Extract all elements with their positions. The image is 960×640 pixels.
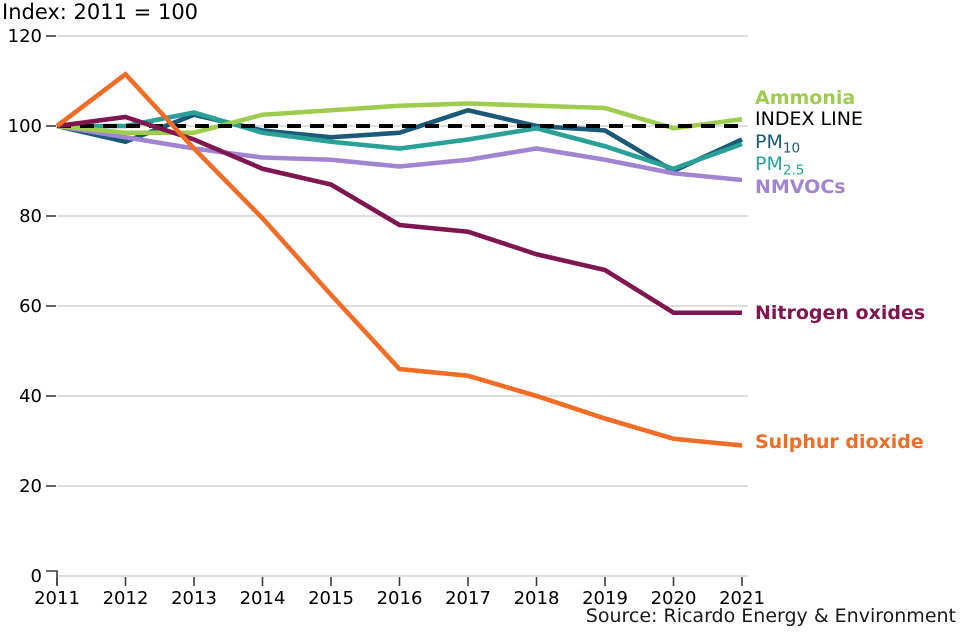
ytick-label-0: 0 [31,566,42,587]
ytick-label-20: 20 [19,476,42,497]
series-label-pm2-5: PM2.5 [755,153,804,179]
xtick-label-2021: 2021 [719,588,765,609]
ytick-label-100: 100 [8,116,42,137]
series-label-nitrogen-oxides: Nitrogen oxides [755,302,925,324]
xtick-label-2012: 2012 [103,588,149,609]
xtick-label-2017: 2017 [445,588,491,609]
ytick-label-40: 40 [19,386,42,407]
line-nitrogen-oxides [56,114,742,316]
series-label-pm10: PM10 [755,131,800,157]
xtick-label-2019: 2019 [582,588,628,609]
xtick-label-2015: 2015 [308,588,354,609]
series-label-index-line: INDEX LINE [755,108,863,130]
xtick-label-2016: 2016 [377,588,423,609]
series-label-sulphur-dioxide: Sulphur dioxide [755,431,924,453]
axis-corner-tick [46,570,58,585]
xtick-label-2011: 2011 [34,588,80,609]
line-pm2-5 [57,110,743,172]
ytick-label-60: 60 [19,296,42,317]
series-label-nmvocs: NMVOCs [755,176,846,198]
line-nmvocs [56,123,743,183]
xtick-label-2013: 2013 [171,588,217,609]
xtick-label-2018: 2018 [514,588,560,609]
line-sulphur-dioxide [55,71,743,448]
series-label-ammonia: Ammonia [755,87,855,109]
ytick-label-120: 120 [8,26,42,47]
xtick-label-2020: 2020 [651,588,697,609]
xtick-label-2014: 2014 [240,588,286,609]
chart-title: Index: 2011 = 100 [2,0,199,24]
ytick-label-80: 80 [19,206,42,227]
source-caption: Source: Ricardo Energy & Environment [585,605,956,627]
